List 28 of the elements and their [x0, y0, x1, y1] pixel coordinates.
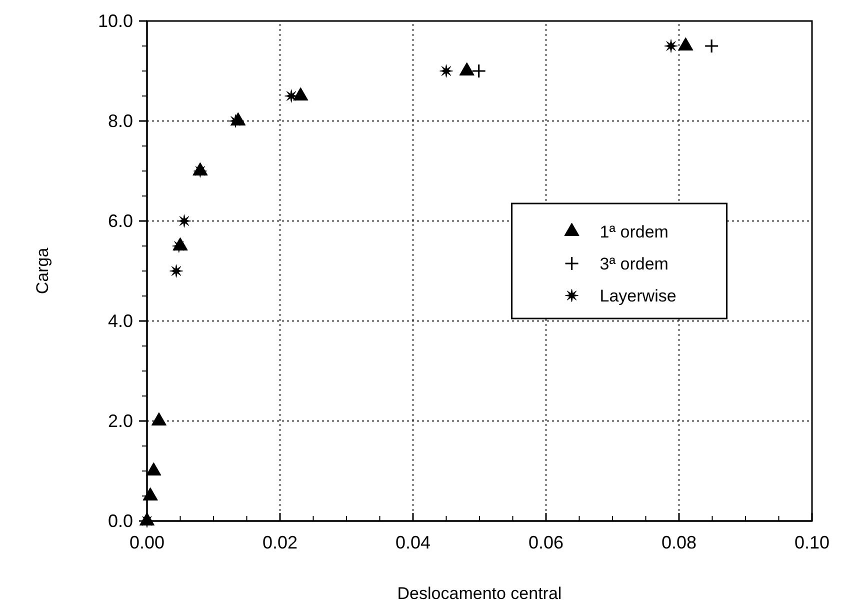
x-tick-label: 0.06 [528, 532, 564, 553]
point [177, 214, 191, 228]
y-tick-label: 4.0 [108, 310, 133, 331]
point [146, 462, 162, 476]
point [664, 39, 678, 53]
y-tick-label: 2.0 [108, 410, 133, 431]
y-tick-label: 8.0 [108, 110, 133, 131]
y-axis-title: Carga [33, 247, 52, 294]
x-tick-label: 0.08 [661, 532, 697, 553]
point [284, 89, 298, 103]
x-tick-label: 0.02 [262, 532, 298, 553]
point [170, 264, 184, 278]
x-tick-label: 0.10 [794, 532, 830, 553]
x-tick-label: 0.04 [395, 532, 431, 553]
y-tick-label: 0.0 [108, 510, 133, 531]
point [142, 487, 158, 500]
legend-label: Layerwise [600, 286, 676, 306]
point [472, 64, 486, 78]
y-tick-label: 10.0 [98, 10, 133, 31]
legend-label: 1ª ordem [600, 222, 668, 242]
point [440, 64, 453, 78]
point [151, 412, 167, 426]
x-axis-title: Deslocamento central [397, 584, 562, 603]
point [704, 38, 719, 54]
point [172, 237, 188, 250]
x-tick-label: 0.00 [129, 532, 165, 553]
legend-label: 3ª ordem [600, 254, 668, 274]
y-tick-label: 6.0 [108, 210, 133, 231]
